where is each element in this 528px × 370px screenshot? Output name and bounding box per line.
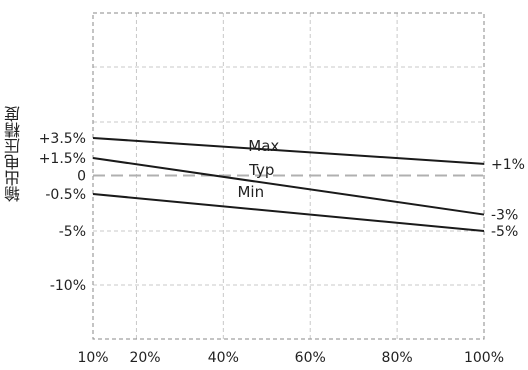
y-tick-label-2: 0 [77,169,86,185]
series-name-label-typ: Typ [248,161,274,179]
x-tick-label-2: 40% [208,350,239,366]
x-tick-label-3: 60% [295,350,326,366]
y-tick-label-5: -10% [50,278,86,294]
plot-frame [92,12,485,340]
series-name-label-min: Min [237,183,264,201]
y-tick-label-4: -5% [59,224,86,240]
x-tick-label-1: 20% [129,350,160,366]
y-tick-label-1: +1.5% [39,151,86,167]
series-line-min [92,193,485,232]
series-line-max [92,137,485,165]
series-line-typ [92,157,485,216]
series-end-label-max: +1% [491,157,525,173]
series-end-label-min: -5% [491,224,518,240]
x-tick-label-5: 100% [464,350,504,366]
x-tick-label-4: 80% [382,350,413,366]
series-name-label-max: Max [248,137,279,155]
y-tick-label-0: +3.5% [39,131,86,147]
y-tick-label-3: -0.5% [45,187,86,203]
series-end-label-typ: -3% [491,208,518,224]
x-tick-label-0: 10% [77,350,108,366]
